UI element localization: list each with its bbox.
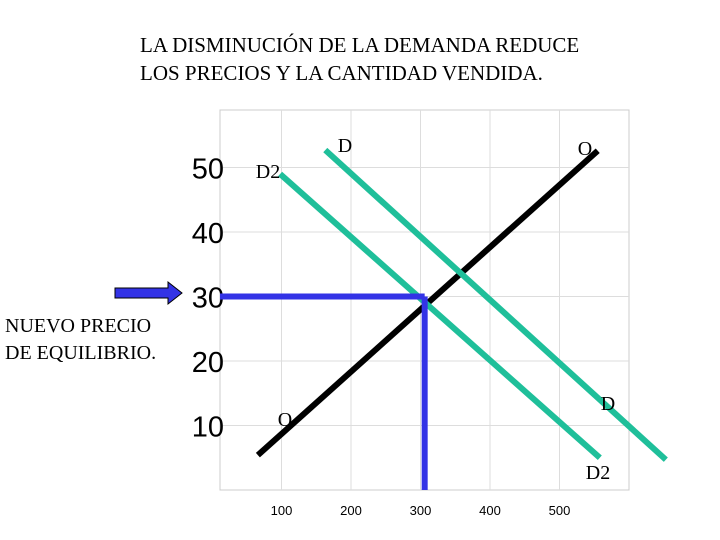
y-tick-label: 40 [192, 218, 224, 250]
title-line: LA DISMINUCIÓN DE LA DEMANDA REDUCE [140, 33, 579, 57]
x-tick-label: 100 [271, 503, 293, 518]
annotation: NUEVO PRECIO [5, 315, 151, 337]
series-label: O [578, 138, 592, 160]
series-label: D [601, 393, 615, 415]
y-tick-label: 30 [192, 283, 224, 315]
title-line: LOS PRECIOS Y LA CANTIDAD VENDIDA. [140, 61, 543, 85]
x-tick-label: 500 [549, 503, 571, 518]
series-label: O [278, 409, 292, 431]
annotation: DE EQUILIBRIO. [5, 342, 156, 364]
series-label: D [338, 135, 352, 157]
y-tick-label: 50 [192, 154, 224, 186]
arrow [114, 280, 183, 306]
series-label: D2 [586, 462, 610, 484]
series-line [278, 171, 602, 460]
x-tick-label: 400 [479, 503, 501, 518]
x-tick-label: 200 [340, 503, 362, 518]
y-tick-label: 20 [192, 347, 224, 379]
series-line [323, 147, 668, 462]
x-tick-label: 300 [410, 503, 432, 518]
series-label: D2 [256, 161, 280, 183]
y-tick-label: 10 [192, 412, 224, 444]
